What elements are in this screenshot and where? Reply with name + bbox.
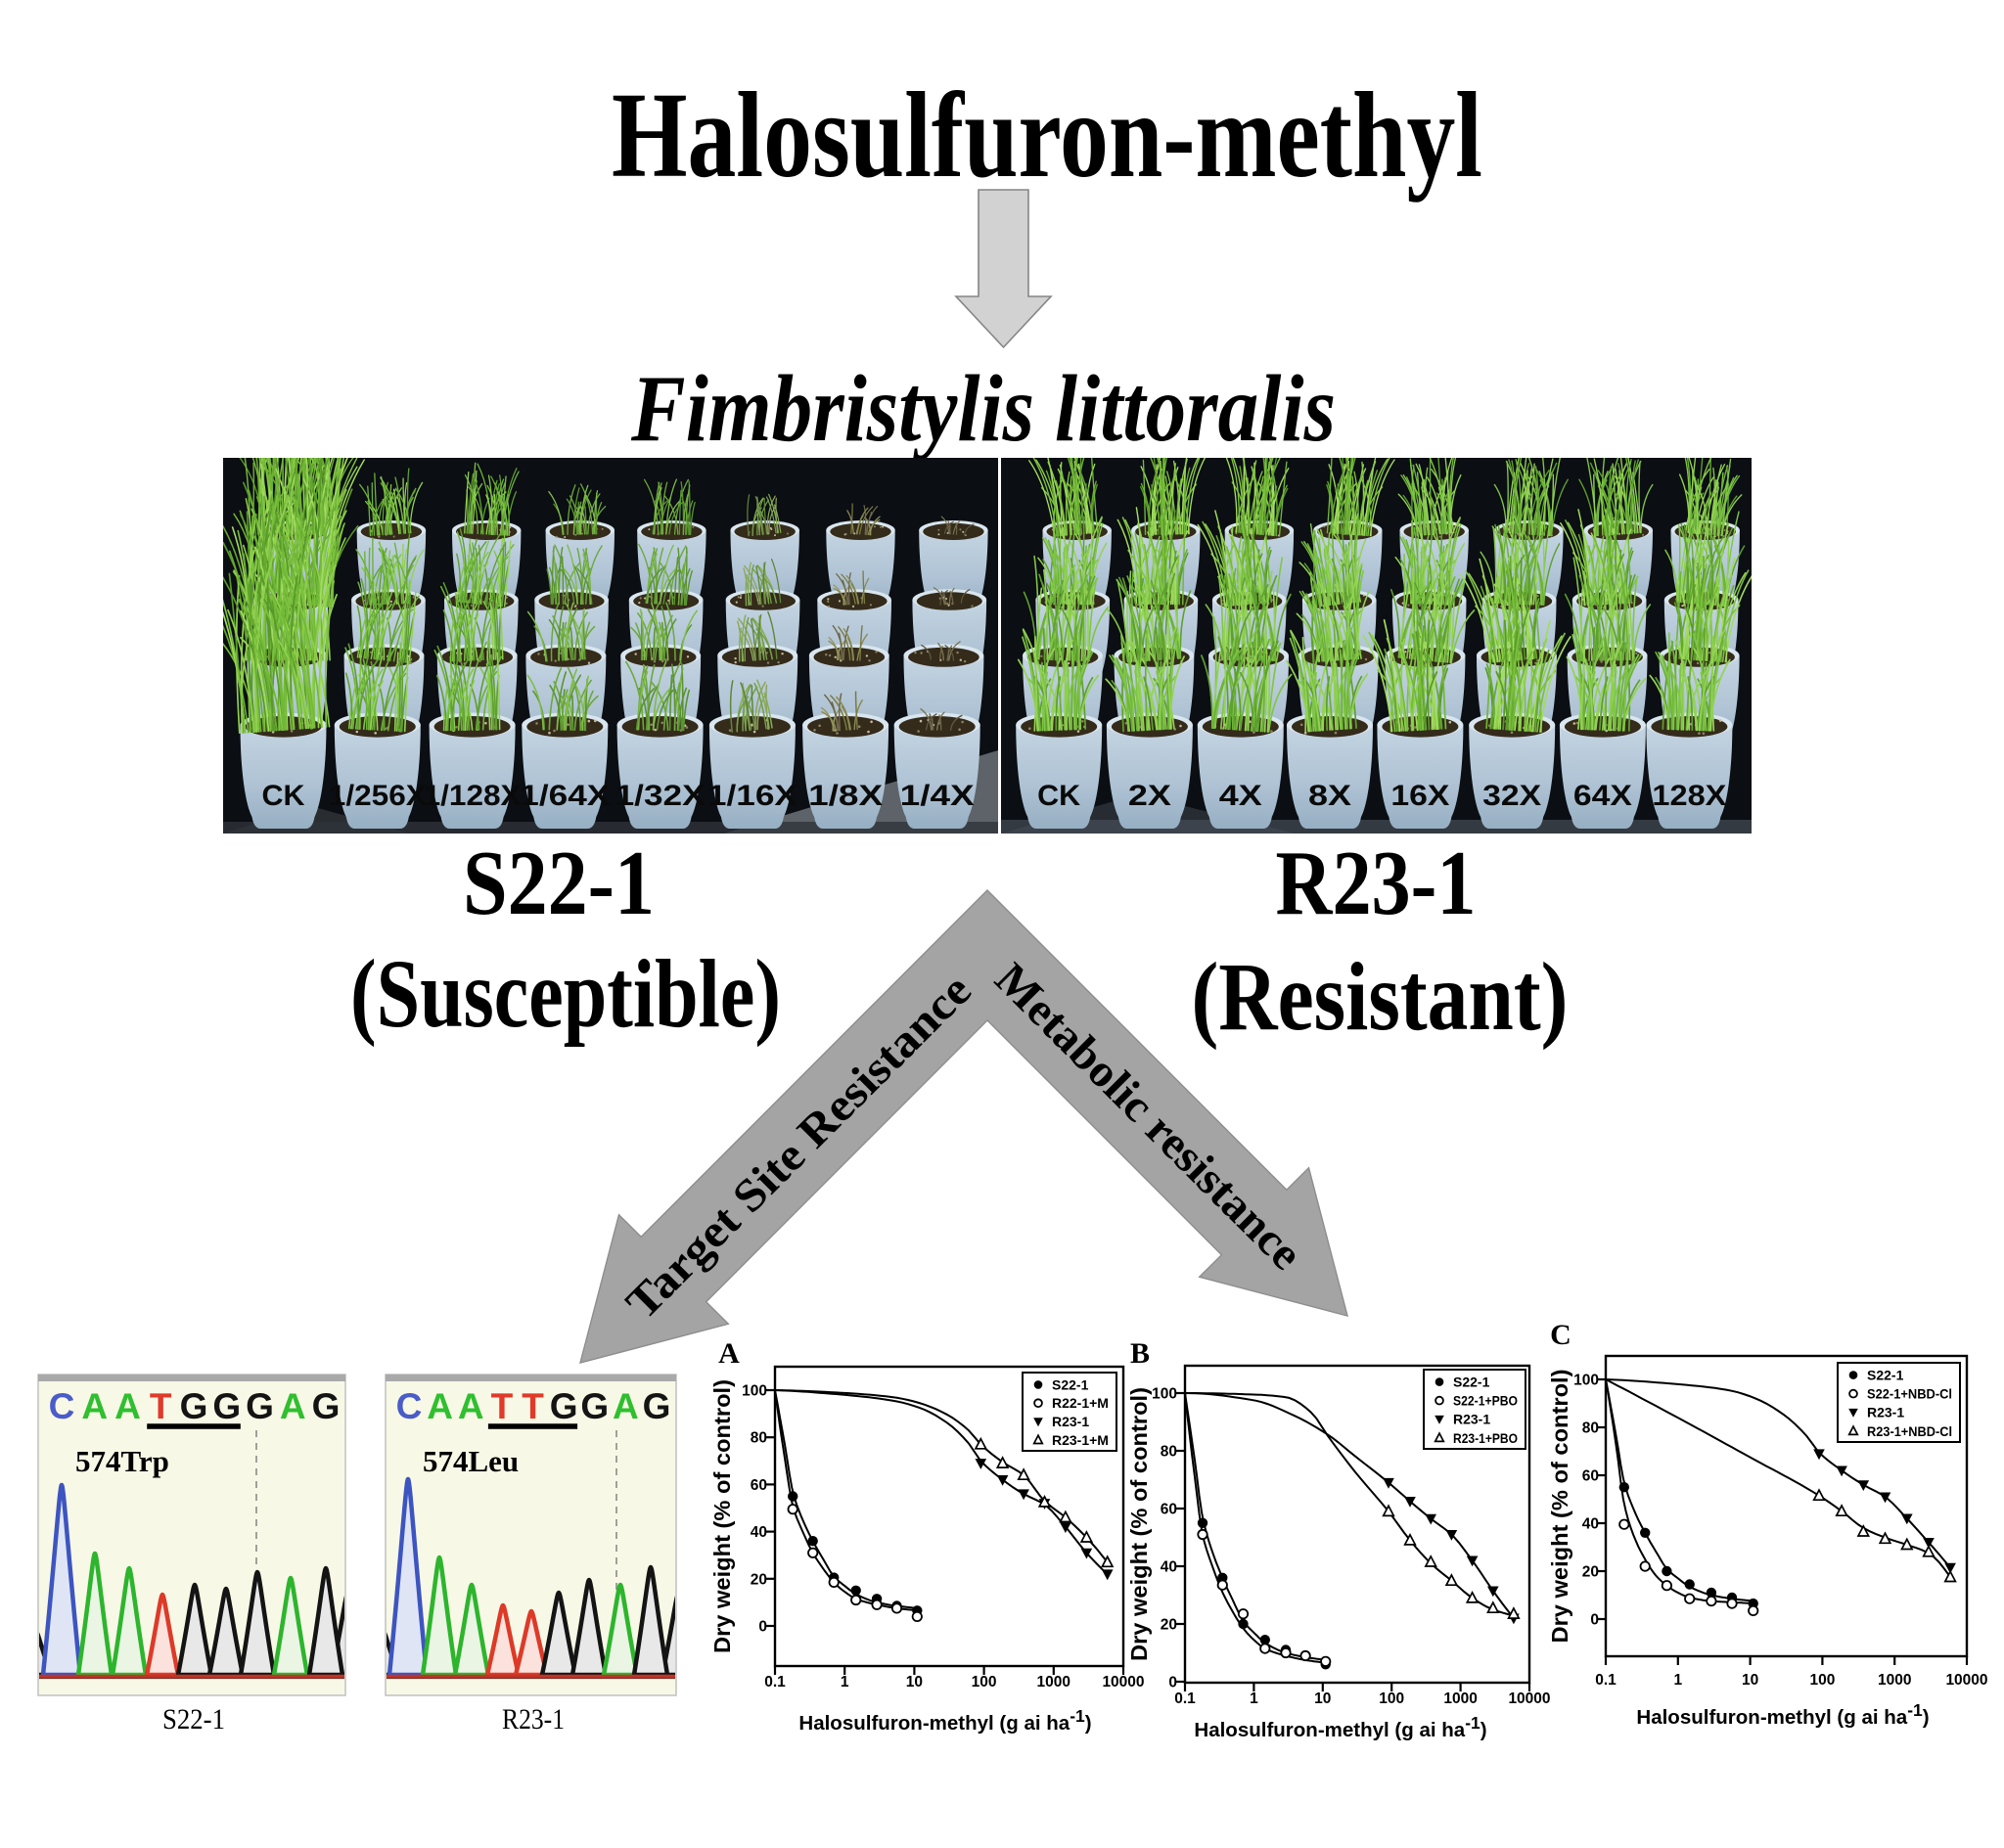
svg-text:128X: 128X [1652, 780, 1726, 812]
svg-text:1000: 1000 [1443, 1690, 1477, 1707]
svg-text:Dry weight (% of control): Dry weight (% of control) [709, 1379, 735, 1653]
svg-text:R23-1+M: R23-1+M [1052, 1432, 1109, 1448]
svg-text:G: G [246, 1386, 274, 1426]
svg-text:1/256X: 1/256X [329, 780, 427, 812]
svg-text:CK: CK [262, 780, 305, 812]
svg-text:S22-1: S22-1 [463, 833, 655, 934]
svg-text:R23-1+NBD-Cl: R23-1+NBD-Cl [1867, 1423, 1952, 1439]
svg-text:CK: CK [1037, 780, 1080, 812]
svg-text:G: G [180, 1386, 208, 1426]
svg-text:16X: 16X [1390, 780, 1449, 812]
svg-text:1000: 1000 [1037, 1674, 1070, 1690]
svg-text:R23-1: R23-1 [1276, 833, 1477, 934]
svg-text:32X: 32X [1482, 780, 1541, 812]
svg-text:Halosulfuron-methyl: Halosulfuron-methyl [612, 68, 1482, 203]
svg-text:100: 100 [742, 1383, 767, 1400]
svg-text:40: 40 [1582, 1516, 1599, 1533]
svg-text:G: G [580, 1386, 609, 1426]
svg-text:64X: 64X [1573, 780, 1632, 812]
svg-text:10000: 10000 [1102, 1674, 1144, 1690]
svg-text:10: 10 [1314, 1690, 1331, 1707]
svg-text:A: A [458, 1386, 484, 1426]
svg-text:0.1: 0.1 [1595, 1672, 1617, 1689]
svg-text:Dry weight (% of control): Dry weight (% of control) [1547, 1370, 1572, 1644]
svg-text:1/64X: 1/64X [520, 780, 610, 812]
svg-text:0: 0 [758, 1619, 767, 1636]
svg-text:8X: 8X [1308, 780, 1351, 812]
svg-text:574Leu: 574Leu [423, 1444, 519, 1478]
svg-text:60: 60 [751, 1477, 767, 1494]
svg-text:60: 60 [1582, 1468, 1599, 1485]
svg-text:10000: 10000 [1945, 1672, 1987, 1689]
svg-text:40: 40 [1161, 1559, 1177, 1576]
svg-text:1/16X: 1/16X [707, 780, 797, 812]
svg-text:(Resistant): (Resistant) [1192, 942, 1569, 1051]
svg-text:80: 80 [1582, 1420, 1599, 1437]
svg-text:1: 1 [1673, 1672, 1682, 1689]
svg-text:A: A [427, 1386, 453, 1426]
svg-text:10: 10 [906, 1674, 923, 1690]
svg-text:1/32X: 1/32X [615, 780, 706, 812]
svg-text:574Trp: 574Trp [75, 1444, 169, 1478]
svg-text:40: 40 [751, 1524, 767, 1541]
svg-text:S22-1+NBD-Cl: S22-1+NBD-Cl [1867, 1386, 1952, 1402]
svg-text:A: A [81, 1386, 108, 1426]
svg-text:R23-1+PBO: R23-1+PBO [1453, 1430, 1518, 1446]
svg-text:G: G [643, 1386, 671, 1426]
svg-text:A: A [613, 1386, 639, 1426]
svg-text:A: A [718, 1337, 740, 1370]
svg-text:T: T [522, 1386, 544, 1426]
svg-text:C: C [396, 1386, 423, 1426]
svg-text:B: B [1130, 1337, 1150, 1370]
svg-text:0: 0 [1590, 1612, 1599, 1629]
svg-text:1/128X: 1/128X [424, 780, 522, 812]
svg-text:10000: 10000 [1508, 1690, 1550, 1707]
svg-text:S22-1: S22-1 [1052, 1376, 1089, 1392]
svg-text:20: 20 [1582, 1564, 1599, 1581]
svg-text:1: 1 [841, 1674, 849, 1690]
svg-text:60: 60 [1161, 1502, 1177, 1518]
svg-text:1: 1 [1250, 1690, 1258, 1707]
svg-text:C: C [1550, 1319, 1571, 1351]
svg-text:0.1: 0.1 [1174, 1690, 1196, 1707]
svg-text:C: C [49, 1386, 75, 1426]
svg-text:4X: 4X [1219, 780, 1262, 812]
svg-text:2X: 2X [1128, 780, 1171, 812]
svg-text:100: 100 [972, 1674, 997, 1690]
svg-text:80: 80 [1161, 1444, 1177, 1461]
svg-text:G: G [212, 1386, 241, 1426]
svg-text:20: 20 [751, 1571, 767, 1588]
svg-text:100: 100 [1809, 1672, 1835, 1689]
svg-text:G: G [312, 1386, 341, 1426]
svg-text:R22-1+M: R22-1+M [1052, 1395, 1109, 1411]
svg-text:R23-1: R23-1 [1867, 1405, 1904, 1420]
svg-text:T: T [491, 1386, 514, 1426]
svg-text:Dry weight (% of control): Dry weight (% of control) [1126, 1387, 1152, 1661]
svg-text:10: 10 [1742, 1672, 1758, 1689]
svg-text:100: 100 [1152, 1386, 1177, 1403]
svg-text:0.1: 0.1 [764, 1674, 786, 1690]
svg-text:A: A [280, 1386, 306, 1426]
svg-text:S22-1: S22-1 [1867, 1368, 1904, 1383]
svg-text:R23-1: R23-1 [502, 1703, 565, 1735]
svg-text:S22-1: S22-1 [162, 1703, 225, 1735]
svg-text:G: G [550, 1386, 578, 1426]
svg-text:A: A [114, 1386, 141, 1426]
svg-text:1/8X: 1/8X [808, 780, 883, 812]
svg-text:100: 100 [1379, 1690, 1404, 1707]
svg-text:R23-1: R23-1 [1052, 1414, 1089, 1429]
svg-text:Fimbristylis littoralis: Fimbristylis littoralis [630, 356, 1336, 461]
svg-text:S22-1+PBO: S22-1+PBO [1453, 1393, 1518, 1409]
svg-text:T: T [150, 1386, 172, 1426]
svg-text:S22-1: S22-1 [1453, 1375, 1490, 1390]
svg-text:100: 100 [1573, 1373, 1599, 1389]
svg-text:R23-1: R23-1 [1453, 1412, 1490, 1427]
svg-text:1/4X: 1/4X [900, 780, 975, 812]
svg-text:80: 80 [751, 1430, 767, 1447]
svg-text:(Susceptible): (Susceptible) [350, 939, 781, 1048]
svg-text:0: 0 [1168, 1675, 1177, 1691]
svg-text:20: 20 [1161, 1617, 1177, 1634]
svg-text:1000: 1000 [1878, 1672, 1911, 1689]
